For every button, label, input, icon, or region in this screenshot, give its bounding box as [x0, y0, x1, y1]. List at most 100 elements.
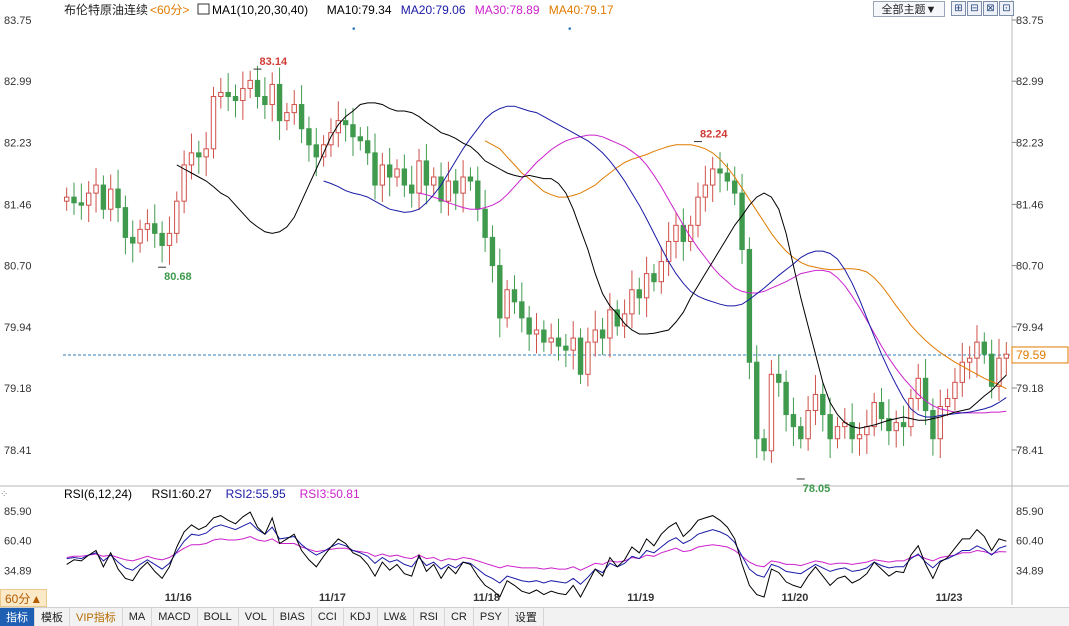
price-tick-label-left: 79.94	[4, 322, 32, 334]
date-tick-label: 11/17	[319, 592, 346, 604]
rsi2-line	[66, 521, 1007, 585]
candle-down	[350, 124, 356, 138]
candle-up	[673, 224, 679, 242]
candle-up	[394, 168, 400, 178]
candle-down	[820, 393, 826, 416]
candle-up	[570, 337, 576, 351]
candle-down	[152, 223, 158, 234]
toolbar-item-boll[interactable]: BOLL	[198, 608, 239, 626]
price-tick-label-left: 80.70	[4, 261, 32, 273]
rsi-tick-label-left: 34.89	[4, 565, 32, 577]
candle-down	[739, 192, 745, 250]
candle-up	[137, 228, 143, 244]
candle-up	[210, 95, 217, 150]
rsi-tick-label-left: 60.40	[4, 536, 32, 548]
toolbar-item-lw[interactable]: LW&	[378, 608, 414, 626]
candle-up	[533, 329, 540, 335]
toolbar-item-ma[interactable]: MA	[123, 608, 153, 626]
candle-up	[218, 91, 224, 97]
date-tick-label: 11/20	[781, 592, 808, 604]
extreme-label: 80.68	[164, 271, 192, 283]
candle-down	[827, 414, 833, 440]
candle-up	[93, 184, 99, 194]
toolbar-item-macd[interactable]: MACD	[152, 608, 198, 626]
candle-up	[952, 381, 958, 399]
candle-up	[247, 79, 253, 89]
candle-down	[196, 152, 202, 158]
candle-down	[541, 329, 547, 343]
toolbar-item-psy[interactable]: PSY	[474, 608, 509, 626]
candle-down	[262, 95, 268, 106]
indicator-toolbar: 指标 模板 VIP指标 MA MACD BOLL VOL BIAS CCI KD…	[0, 607, 1069, 626]
toolbar-item-kdj[interactable]: KDJ	[344, 608, 378, 626]
candle-up	[585, 341, 591, 375]
close-panel-icon[interactable]: ⊠	[983, 1, 998, 16]
toolbar-item-rsi[interactable]: RSI	[414, 608, 445, 626]
candle-down	[342, 120, 349, 126]
candle-up	[974, 341, 980, 359]
candle-up	[63, 196, 70, 202]
toolbar-item-settings[interactable]: 设置	[509, 608, 544, 626]
rsi-tick-label-right: 34.89	[1016, 565, 1044, 577]
extreme-label: 82.24	[700, 129, 728, 141]
candle-down	[988, 353, 995, 387]
candle-down	[614, 309, 620, 327]
candle-up	[269, 83, 275, 106]
candle-up	[460, 176, 466, 194]
price-tick-label-left: 82.23	[4, 137, 32, 149]
candle-up	[504, 289, 510, 319]
price-tick-label-right: 79.18	[1016, 383, 1044, 395]
ma-legend-label: MA30:78.89	[475, 3, 540, 17]
toolbar-item-cci[interactable]: CCI	[312, 608, 344, 626]
collapse-icon[interactable]: ⊟	[967, 1, 982, 16]
candle-down	[519, 301, 525, 319]
candle-down	[886, 418, 892, 432]
candle-up	[944, 397, 951, 408]
maximize-icon[interactable]: ⊡	[999, 1, 1014, 16]
toolbar-item-bias[interactable]: BIAS	[274, 608, 312, 626]
candle-down	[776, 373, 782, 383]
rsi3-line	[66, 535, 1007, 571]
theme-selector-button[interactable]: 全部主题▼	[873, 1, 945, 17]
chart-canvas: 83.75 83.75 82.99 82.99 82.23 82.23 81.46 81.46…	[0, 0, 1069, 605]
current-price-box	[1011, 346, 1069, 364]
rsi-legend-label: RSI2:55.95	[226, 487, 286, 501]
candle-down	[761, 438, 767, 452]
candle-down	[453, 180, 459, 194]
date-tick-label: 11/23	[936, 592, 963, 604]
candle-up	[871, 401, 877, 428]
rsi1-line	[66, 511, 1007, 598]
toolbar-tab-vip[interactable]: VIP指标	[70, 608, 123, 626]
candle-down	[754, 361, 760, 440]
price-tick-label-right: 83.75	[1016, 15, 1044, 27]
candle-down	[922, 377, 929, 412]
toolbar-item-cr[interactable]: CR	[445, 608, 474, 626]
expand-icon[interactable]: ⊞	[951, 1, 966, 16]
rsi-tick-label-right: 60.40	[1016, 536, 1044, 548]
rsi-legend-label: RSI1:60.27	[152, 487, 212, 501]
candle-down	[577, 337, 584, 375]
candle-up	[85, 192, 92, 206]
candle-up	[607, 309, 613, 339]
price-tick-label-left: 79.18	[4, 383, 32, 395]
candle-down	[467, 176, 474, 182]
toolbar-tab-indicators[interactable]: 指标	[0, 608, 35, 626]
candle-up	[431, 176, 437, 186]
candle-up	[320, 144, 327, 158]
rsi-tick-label-right: 85.90	[1016, 506, 1044, 518]
ma-legend-label: MA20:79.06	[401, 3, 466, 17]
rsi-tick-label-left: 85.90	[4, 506, 32, 518]
ma40-line	[484, 140, 1007, 390]
candle-up	[188, 152, 195, 166]
toolbar-item-vol[interactable]: VOL	[239, 608, 274, 626]
price-tick-label-right: 82.23	[1016, 137, 1044, 149]
candle-down	[225, 91, 231, 97]
candle-up	[959, 361, 965, 383]
candle-down	[878, 401, 885, 420]
period-selector[interactable]: 60分▲	[0, 589, 48, 607]
candle-down	[100, 184, 107, 210]
toolbar-tab-templates[interactable]: 模板	[35, 608, 70, 626]
candle-up	[203, 148, 209, 158]
candle-down	[636, 289, 642, 299]
